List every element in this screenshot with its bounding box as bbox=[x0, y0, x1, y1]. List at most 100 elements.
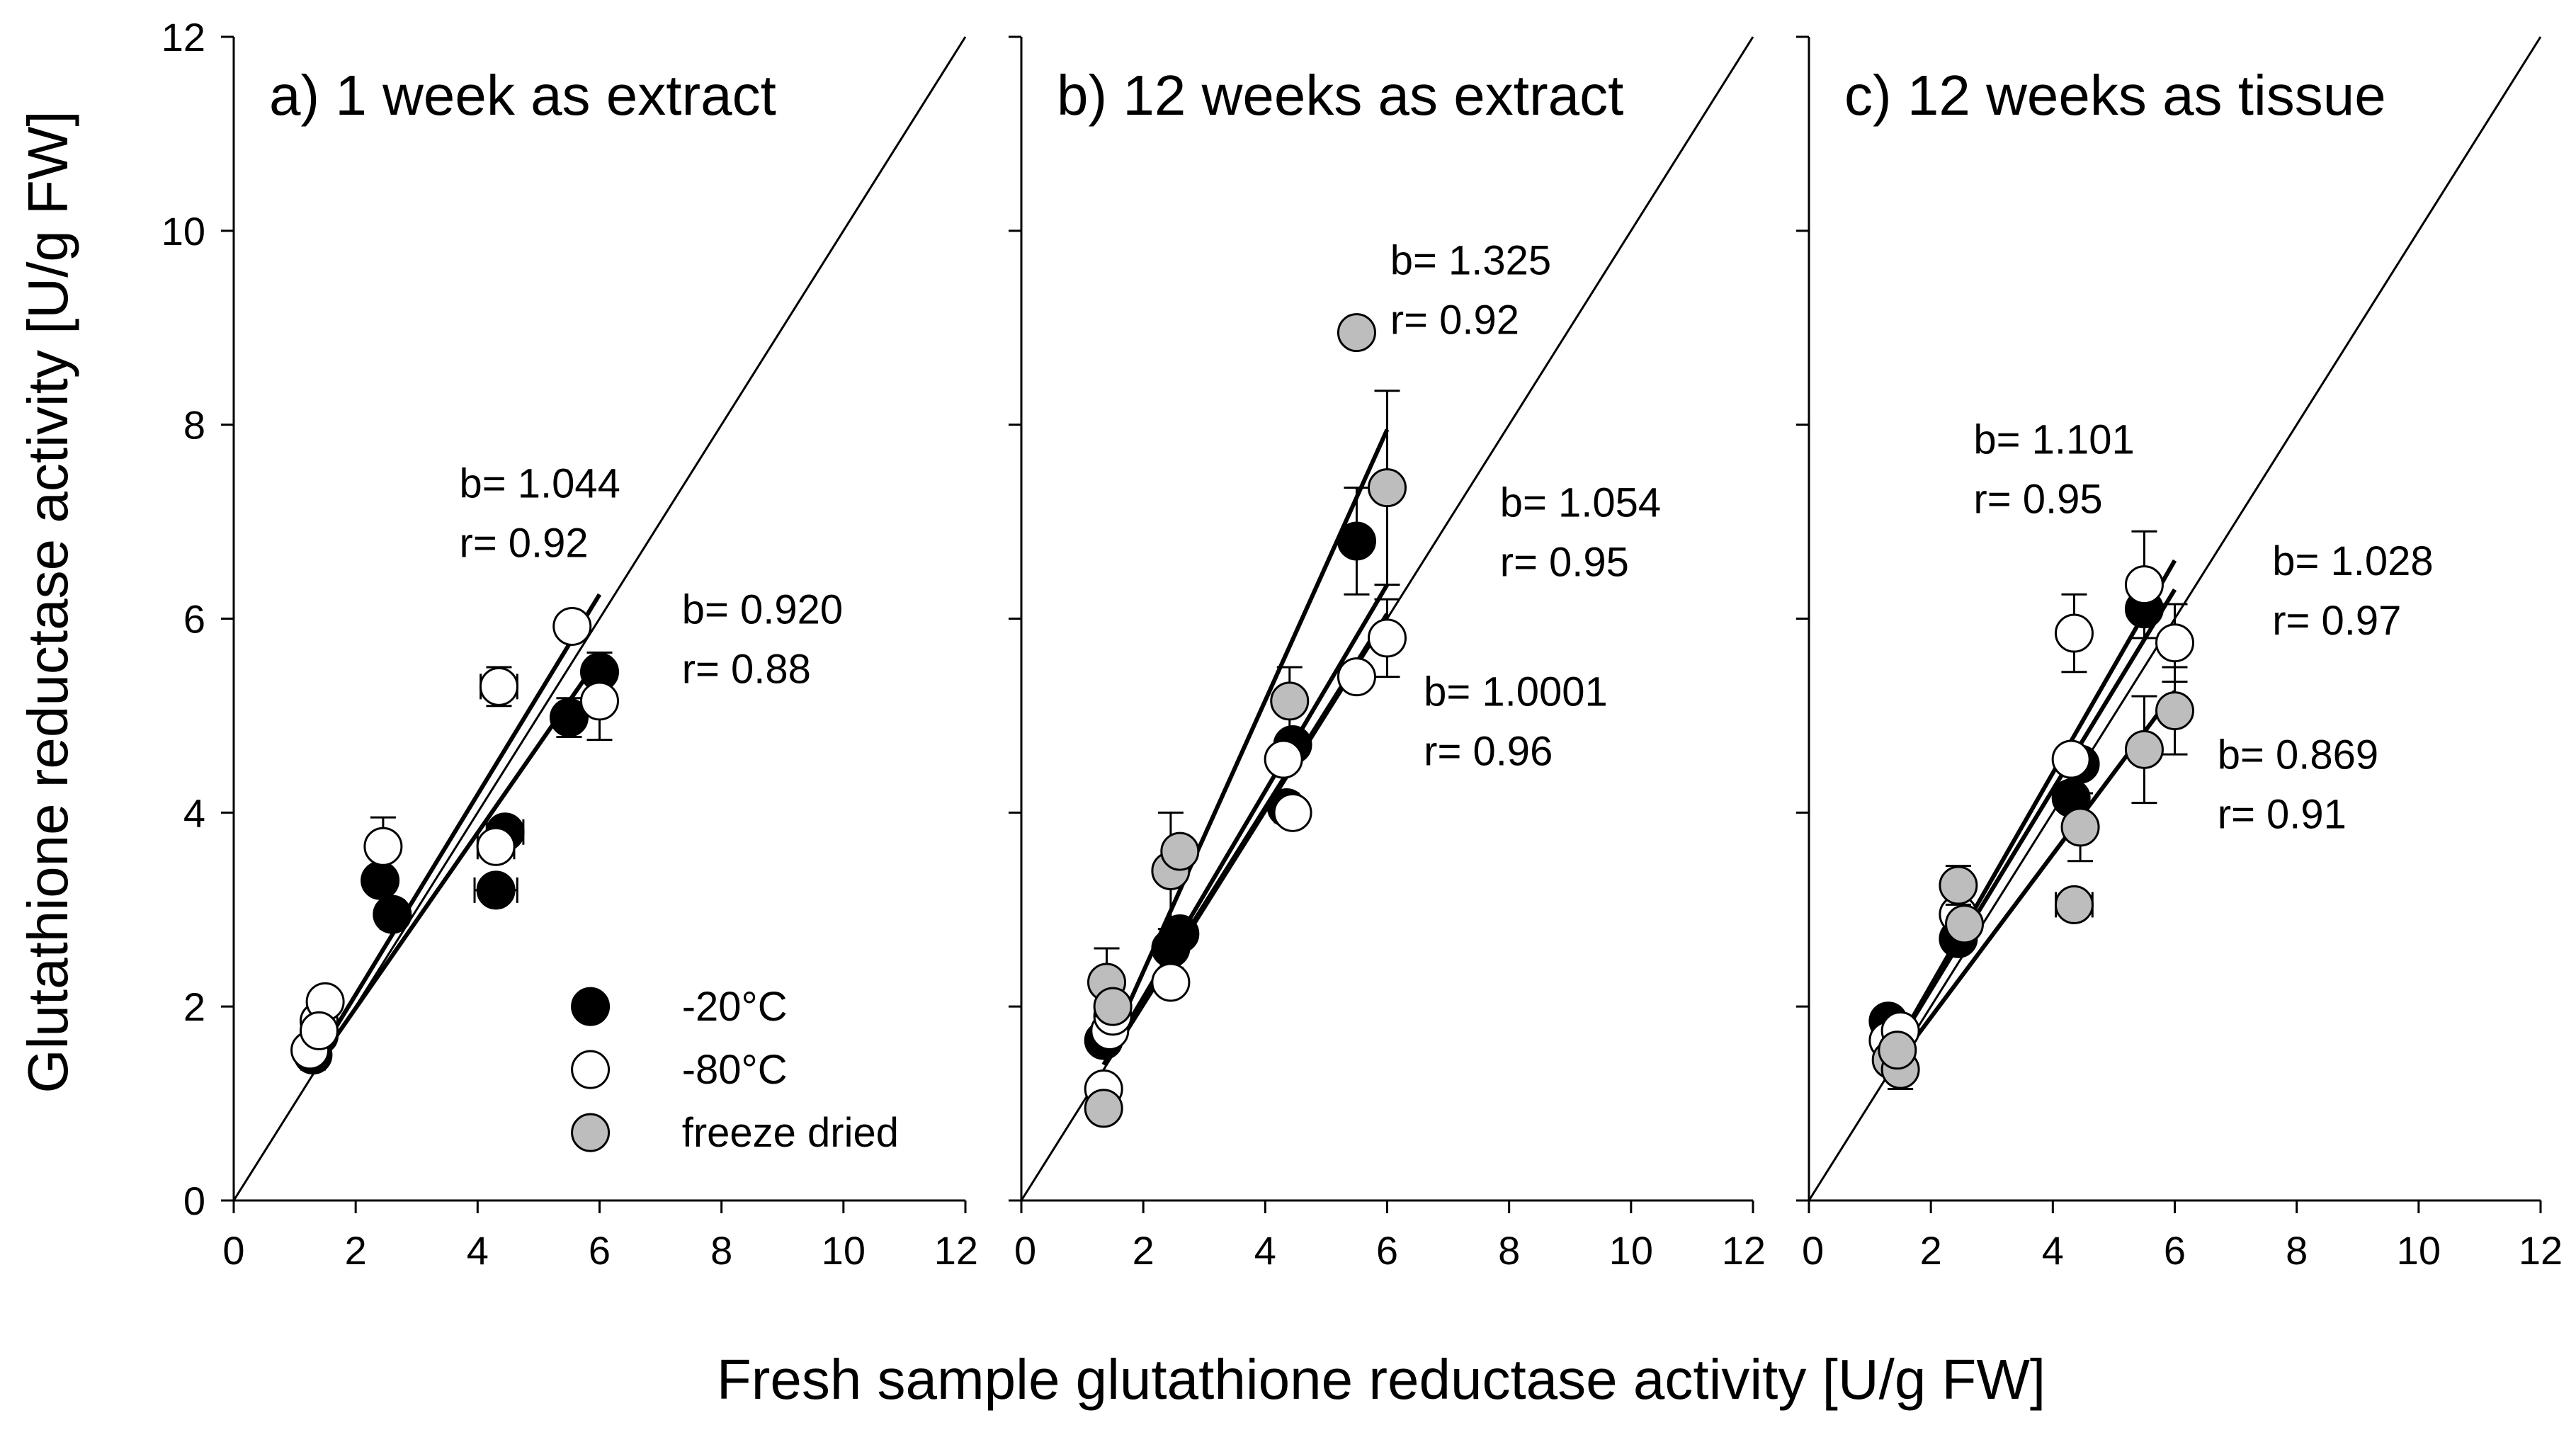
correlation-label: r= 0.95 bbox=[1500, 540, 1629, 586]
x-tick-label: 4 bbox=[467, 1228, 489, 1273]
data-point-minus80 bbox=[2054, 613, 2094, 653]
x-tick-label: 10 bbox=[822, 1228, 866, 1273]
correlation-label: r= 0.91 bbox=[2218, 792, 2347, 838]
data-point-minus80 bbox=[580, 681, 619, 721]
regression-line bbox=[1886, 588, 2177, 1062]
x-tick-label: 12 bbox=[1722, 1228, 1766, 1273]
x-tick-label: 6 bbox=[589, 1228, 611, 1273]
x-tick-label: 4 bbox=[1254, 1228, 1276, 1273]
data-point-minus80 bbox=[1273, 793, 1312, 832]
panel-b: 0 2 4 6 8 10 12 b) 12 weeks as extract b= 1.325 r… bbox=[1009, 35, 1766, 1273]
data-point-minus20 bbox=[361, 861, 400, 900]
legend: -20°C -80°C freeze dried bbox=[571, 984, 899, 1156]
slope-label: b= 1.028 bbox=[2272, 538, 2433, 584]
data-point-freeze-dried bbox=[1878, 1031, 1917, 1070]
x-tick-label: 2 bbox=[1920, 1228, 1942, 1273]
correlation-label: r= 0.96 bbox=[1424, 729, 1553, 775]
regression-line bbox=[1101, 613, 1390, 1066]
data-point-minus80 bbox=[363, 827, 403, 866]
slope-label: b= 1.325 bbox=[1390, 237, 1551, 283]
correlation-label: r= 0.95 bbox=[1973, 477, 2102, 523]
data-point-minus80 bbox=[476, 827, 516, 866]
x-tick-label: 8 bbox=[2286, 1228, 2308, 1273]
panel-title: c) 12 weeks as tissue bbox=[1844, 64, 2386, 127]
y-tick-label: 2 bbox=[183, 984, 205, 1029]
regression-line bbox=[311, 593, 602, 1066]
panel-a: 0 2 4 6 8 10 12 0 2 4 6 8 10 12 a) 1 week as extract b=… bbox=[161, 15, 978, 1273]
x-tick-label: 8 bbox=[1498, 1228, 1520, 1273]
correlation-label: r= 0.92 bbox=[1390, 297, 1519, 343]
slope-label: b= 1.101 bbox=[1973, 417, 2134, 463]
data-point-minus80 bbox=[2124, 565, 2164, 605]
data-point-minus80 bbox=[1368, 618, 1407, 658]
x-tick-label: 6 bbox=[2164, 1228, 2186, 1273]
data-point-minus80 bbox=[1151, 963, 1191, 1002]
x-tick-label: 0 bbox=[1802, 1228, 1824, 1273]
y-tick-label: 12 bbox=[161, 15, 205, 59]
data-point-freeze-dried bbox=[2060, 807, 2100, 847]
data-point-minus20 bbox=[1160, 914, 1200, 953]
x-tick-label: 2 bbox=[1133, 1228, 1154, 1273]
y-tick-label: 10 bbox=[161, 209, 205, 254]
slope-label: b= 1.0001 bbox=[1424, 669, 1608, 715]
data-point-freeze-dried bbox=[2155, 691, 2194, 731]
x-tick-label: 12 bbox=[2519, 1228, 2563, 1273]
data-point-minus80 bbox=[2051, 739, 2091, 779]
legend-marker bbox=[571, 1050, 611, 1089]
legend-marker bbox=[571, 987, 611, 1026]
data-point-minus80 bbox=[1264, 739, 1303, 779]
y-tick-label: 4 bbox=[183, 790, 205, 835]
x-tick-label: 0 bbox=[1014, 1228, 1036, 1273]
data-point-minus80 bbox=[1337, 657, 1376, 697]
data-point-freeze-dried bbox=[1160, 831, 1200, 871]
legend-label: -80°C bbox=[682, 1047, 788, 1093]
data-point-minus20 bbox=[373, 895, 412, 934]
slope-label: b= 1.044 bbox=[460, 460, 620, 506]
data-point-freeze-dried bbox=[1945, 904, 1985, 944]
regression-line bbox=[1886, 559, 2177, 1061]
correlation-label: r= 0.88 bbox=[682, 646, 811, 692]
legend-marker bbox=[571, 1113, 611, 1152]
data-point-minus20 bbox=[549, 698, 589, 737]
data-point-freeze-dried bbox=[1368, 468, 1407, 508]
data-point-freeze-dried bbox=[1939, 865, 1978, 905]
x-tick-label: 8 bbox=[710, 1228, 732, 1273]
slope-label: b= 0.869 bbox=[2218, 732, 2378, 778]
panel-title: b) 12 weeks as extract bbox=[1057, 64, 1623, 127]
data-point-minus80 bbox=[2155, 623, 2194, 663]
panel-title: a) 1 week as extract bbox=[269, 64, 776, 127]
data-point-minus20 bbox=[476, 870, 516, 910]
data-point-minus80 bbox=[300, 1011, 339, 1050]
regression-line bbox=[1101, 428, 1390, 1061]
x-tick-label: 2 bbox=[345, 1228, 367, 1273]
x-axis-label: Fresh sample glutathione reductase activ… bbox=[717, 1348, 2046, 1411]
data-point-freeze-dried bbox=[1093, 987, 1133, 1026]
legend-label: freeze dried bbox=[682, 1110, 899, 1156]
x-tick-label: 6 bbox=[1376, 1228, 1398, 1273]
slope-label: b= 1.054 bbox=[1500, 480, 1661, 526]
x-tick-label: 10 bbox=[2397, 1228, 2441, 1273]
data-point-minus80 bbox=[552, 606, 592, 646]
y-tick-label: 0 bbox=[183, 1179, 205, 1223]
data-point-freeze-dried bbox=[2054, 885, 2094, 924]
x-tick-label: 10 bbox=[1609, 1228, 1653, 1273]
x-tick-label: 0 bbox=[222, 1228, 244, 1273]
correlation-label: r= 0.92 bbox=[460, 520, 589, 566]
data-point-minus80 bbox=[479, 666, 518, 706]
data-point-freeze-dried bbox=[1337, 313, 1376, 353]
x-tick-label: 4 bbox=[2042, 1228, 2064, 1273]
legend-label: -20°C bbox=[682, 984, 788, 1030]
y-axis-label: Glutathione reductase activity [U/g FW] bbox=[16, 110, 79, 1093]
correlation-label: r= 0.97 bbox=[2272, 598, 2401, 644]
regression-line bbox=[1101, 584, 1390, 1066]
slope-label: b= 0.920 bbox=[682, 586, 843, 632]
data-point-freeze-dried bbox=[1270, 681, 1310, 721]
panel-c: 0 2 4 6 8 10 12 c) 12 weeks as tissue b= 1.101 r=… bbox=[1796, 35, 2563, 1273]
y-tick-label: 6 bbox=[183, 597, 205, 642]
x-tick-label: 12 bbox=[934, 1228, 978, 1273]
data-point-freeze-dried bbox=[2124, 729, 2164, 769]
y-tick-label: 8 bbox=[183, 403, 205, 448]
data-point-freeze-dried bbox=[1084, 1089, 1123, 1128]
data-point-minus20 bbox=[1337, 521, 1376, 561]
